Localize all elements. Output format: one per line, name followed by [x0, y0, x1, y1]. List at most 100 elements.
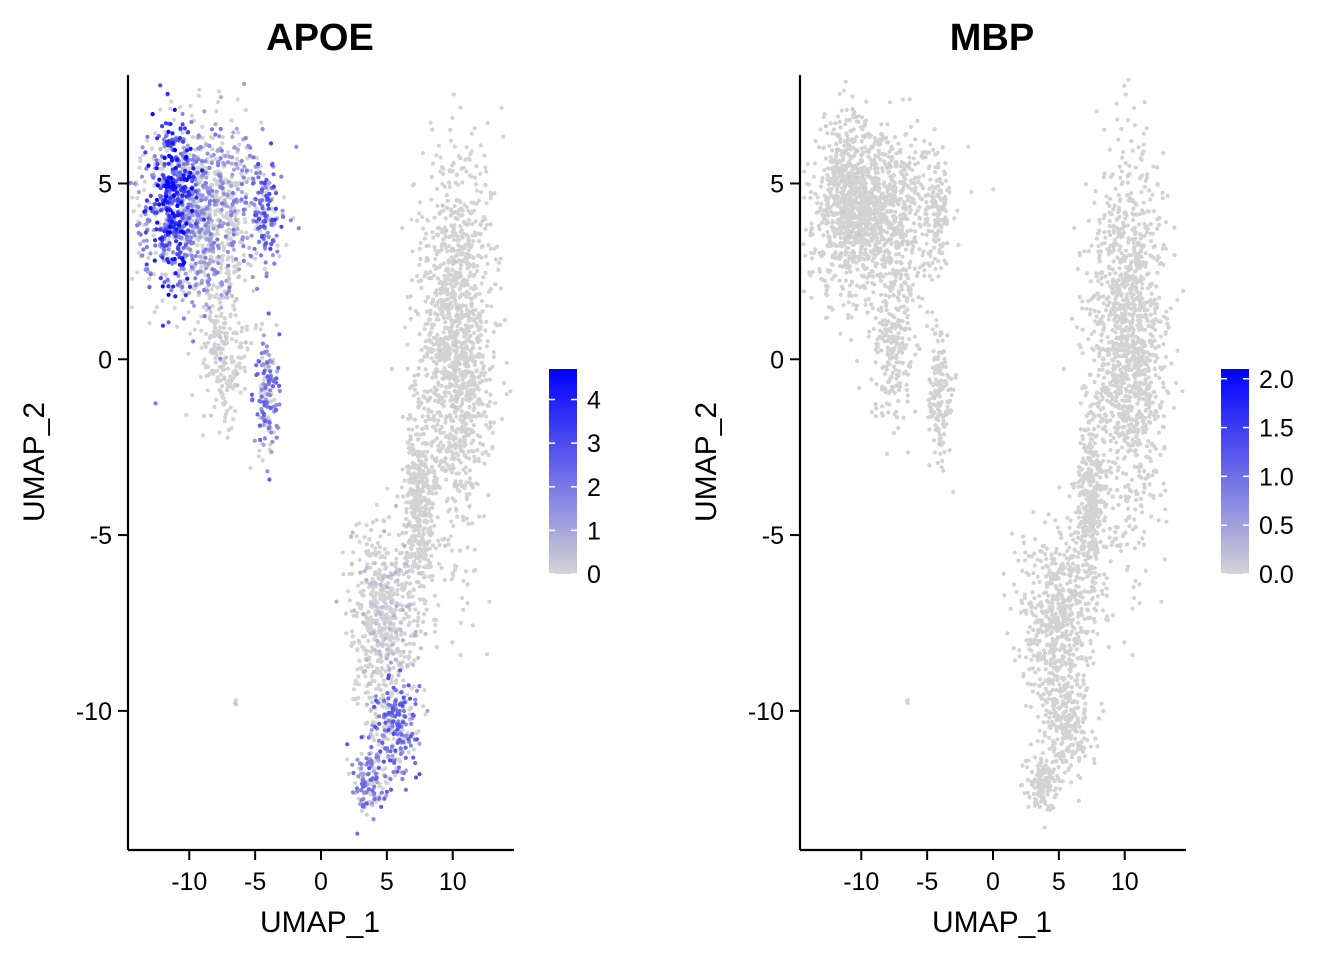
apoe-cell-point	[143, 230, 148, 235]
apoe-cell-point	[214, 397, 219, 402]
apoe-cell-point	[269, 430, 274, 435]
apoe-cell-point	[188, 146, 193, 151]
apoe-cell-point	[469, 428, 475, 433]
apoe-cell-point	[475, 188, 480, 193]
apoe-cell-point	[454, 397, 459, 402]
apoe-cell-point	[386, 515, 391, 520]
apoe-cell-point	[359, 766, 364, 771]
apoe-cell-point	[377, 571, 382, 576]
apoe-cell-point	[355, 757, 360, 762]
apoe-cell-point	[438, 297, 443, 302]
mbp-cell-point	[803, 227, 809, 232]
apoe-cell-point	[183, 242, 188, 247]
apoe-cell-point	[275, 243, 280, 248]
apoe-cell-point	[356, 583, 361, 588]
apoe-cell-point	[362, 783, 367, 789]
apoe-cell-point	[358, 788, 364, 793]
apoe-cell-point	[188, 331, 193, 336]
apoe-y-axis-title: UMAP_2	[18, 402, 51, 522]
apoe-cell-point	[472, 405, 477, 411]
apoe-cell-point	[458, 156, 463, 161]
apoe-cell-point	[425, 295, 431, 300]
apoe-cell-point	[439, 565, 444, 570]
apoe-cell-point	[165, 91, 170, 96]
apoe-cell-point	[460, 235, 465, 240]
apoe-cell-point	[190, 179, 195, 184]
apoe-cell-point	[158, 166, 163, 171]
apoe-cell-point	[425, 217, 430, 222]
apoe-cell-point	[461, 349, 466, 354]
apoe-cell-point	[237, 142, 242, 147]
apoe-cell-point	[408, 316, 413, 321]
apoe-cell-point	[406, 656, 411, 661]
apoe-cell-point	[453, 410, 458, 415]
apoe-cell-point	[423, 367, 428, 372]
apoe-cell-point	[201, 249, 206, 254]
mbp-cell-point	[802, 195, 807, 200]
apoe-cell-point	[160, 124, 165, 129]
apoe-cell-point	[359, 751, 364, 756]
apoe-cell-point	[470, 485, 475, 490]
apoe-cell-point	[479, 320, 484, 325]
apoe-cell-point	[367, 681, 372, 686]
apoe-cell-point	[508, 389, 513, 394]
apoe-cell-point	[488, 392, 493, 397]
mbp-cell-point	[817, 209, 822, 214]
apoe-cell-point	[423, 462, 428, 467]
apoe-cell-point	[373, 771, 378, 776]
apoe-cell-point	[219, 148, 224, 153]
apoe-cell-point	[449, 394, 454, 399]
apoe-cell-point	[354, 786, 360, 791]
apoe-cell-point	[451, 161, 456, 166]
apoe-cell-point	[203, 180, 208, 186]
apoe-cell-point	[199, 159, 205, 164]
apoe-cell-point	[432, 481, 437, 486]
apoe-cell-point	[210, 135, 216, 140]
apoe-cell-point	[447, 168, 452, 173]
apoe-cell-point	[399, 485, 404, 490]
apoe-cell-point	[463, 323, 468, 328]
apoe-cell-point	[418, 646, 424, 651]
apoe-cell-point	[430, 326, 435, 331]
apoe-cell-point	[280, 208, 285, 213]
apoe-cell-point	[395, 769, 400, 774]
apoe-cell-point	[161, 173, 166, 178]
apoe-cell-point	[442, 578, 447, 583]
apoe-cell-point	[463, 157, 468, 162]
apoe-cell-point	[267, 477, 272, 482]
apoe-cell-point	[378, 596, 383, 602]
apoe-cell-point	[191, 166, 196, 171]
apoe-cell-point	[193, 261, 198, 266]
apoe-cell-point	[357, 539, 362, 544]
apoe-cell-point	[213, 350, 218, 355]
apoe-cell-point	[474, 336, 480, 341]
apoe-cell-point	[147, 285, 152, 290]
apoe-cell-point	[421, 584, 426, 589]
apoe-cell-point	[421, 449, 426, 455]
apoe-cell-point	[366, 609, 371, 615]
apoe-cell-point	[438, 291, 443, 296]
apoe-cell-point	[409, 705, 414, 710]
apoe-cell-point	[188, 170, 193, 175]
apoe-cell-point	[220, 384, 225, 389]
apoe-cell-point	[274, 435, 279, 440]
apoe-cell-point	[391, 770, 396, 775]
apoe-cell-point	[399, 690, 404, 695]
apoe-cell-point	[238, 365, 243, 370]
apoe-cell-point	[448, 534, 453, 539]
apoe-cell-point	[177, 136, 182, 141]
apoe-cell-point	[179, 266, 184, 271]
apoe-cell-point	[415, 623, 420, 628]
apoe-cell-point	[365, 761, 370, 766]
apoe-cell-point	[453, 446, 458, 451]
apoe-cell-point	[235, 371, 240, 376]
apoe-cell-point	[438, 336, 443, 341]
apoe-cell-point	[480, 309, 485, 314]
apoe-cell-point	[372, 669, 377, 674]
apoe-cell-point	[266, 202, 271, 207]
apoe-cell-point	[357, 658, 362, 664]
apoe-cell-point	[389, 562, 394, 567]
apoe-cell-point	[484, 319, 489, 324]
apoe-cell-point	[414, 579, 419, 584]
